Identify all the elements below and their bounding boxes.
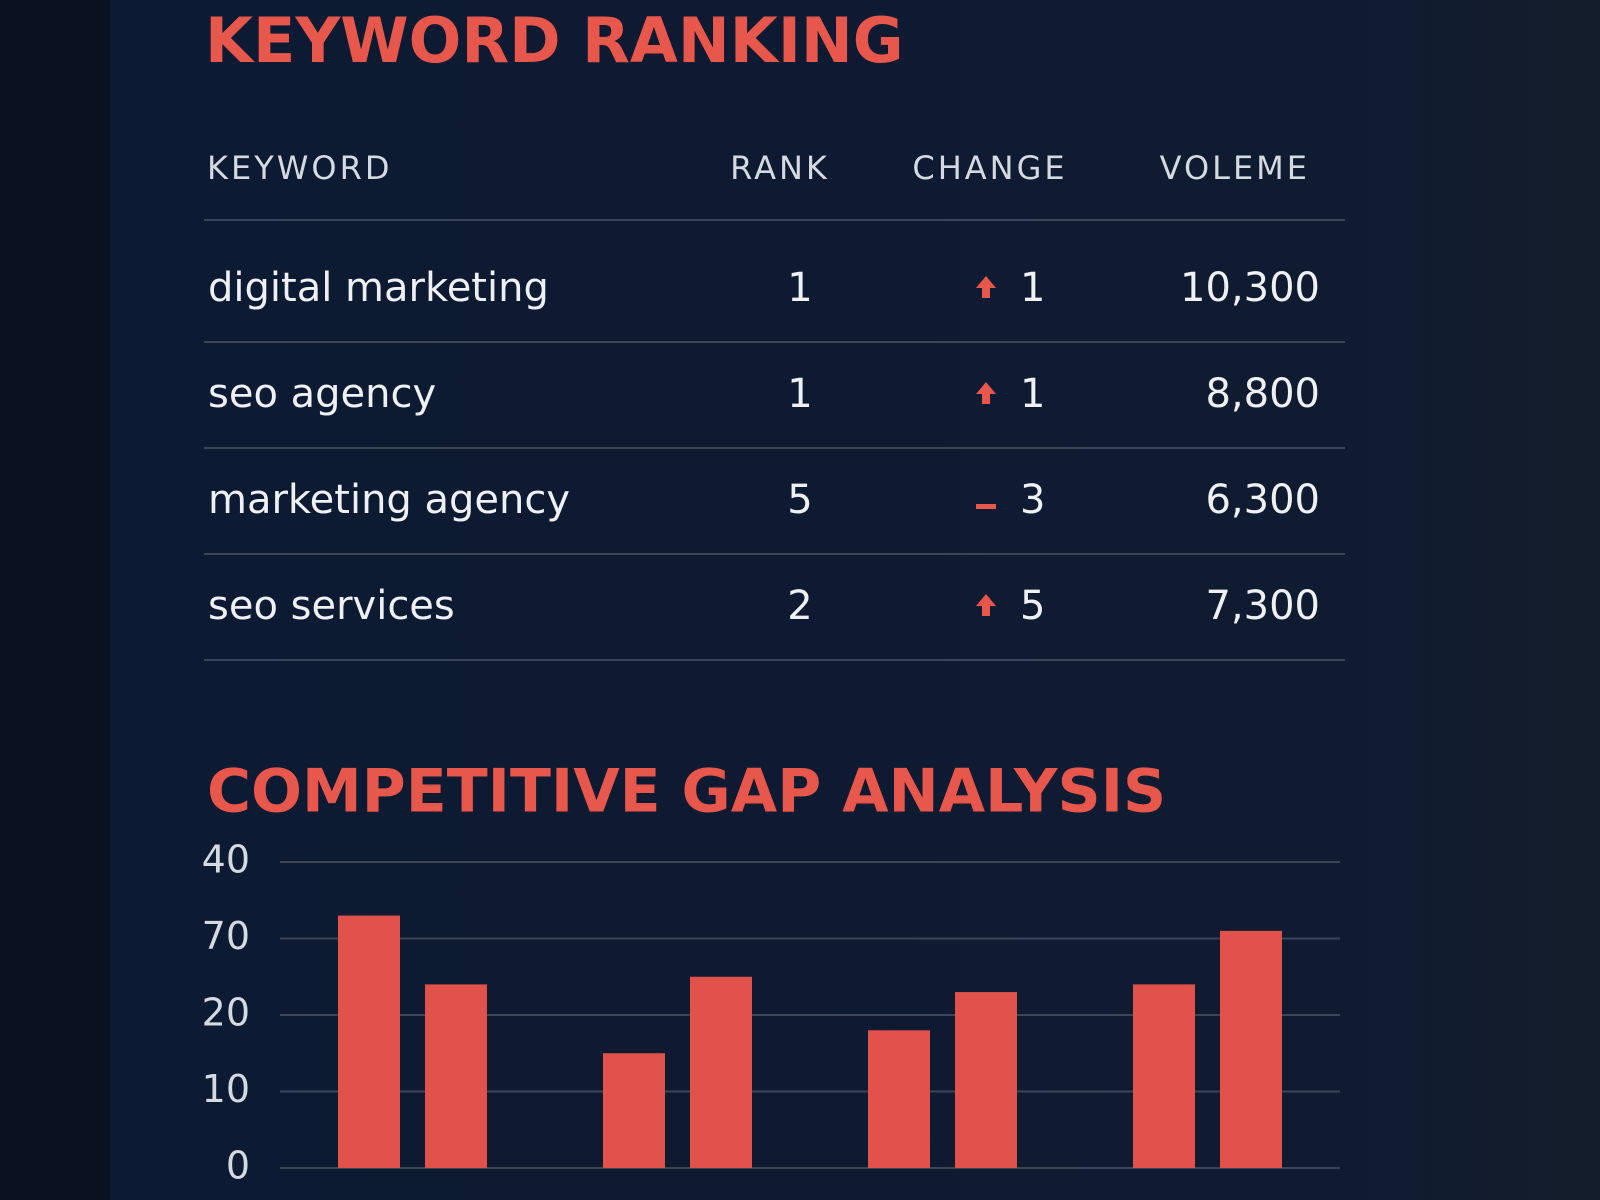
- up-arrow: [976, 382, 996, 404]
- bar: [425, 984, 487, 1168]
- volume: 10,300: [1180, 265, 1320, 311]
- keyword: digital marketing: [208, 265, 549, 311]
- bar: [690, 976, 752, 1168]
- rank: 5: [787, 477, 812, 523]
- rank: 1: [787, 371, 812, 417]
- volume: 6,300: [1205, 477, 1320, 523]
- y-tick-label: 40: [202, 838, 250, 882]
- left-edge: [0, 0, 110, 1200]
- down-arrow: [976, 504, 996, 509]
- y-tick-label: 10: [202, 1067, 250, 1111]
- change: 3: [1020, 477, 1045, 523]
- bar: [1220, 930, 1282, 1168]
- chart-title: COMPETITIVE GAP ANALYSIS: [207, 757, 1166, 827]
- volume: 7,300: [1205, 583, 1320, 629]
- y-tick-label: 0: [226, 1144, 250, 1188]
- bar: [868, 1030, 930, 1168]
- up-arrow: [976, 594, 996, 616]
- column-header: VOLEME: [1160, 149, 1310, 187]
- y-tick-label: 70: [202, 914, 250, 958]
- column-header: KEYWORD: [207, 149, 392, 187]
- bar: [603, 1053, 665, 1168]
- change: 1: [1020, 265, 1045, 311]
- table-title: KEYWORD RANKING: [205, 4, 904, 77]
- keyword: marketing agency: [208, 477, 570, 523]
- up-arrow: [976, 276, 996, 298]
- bar: [338, 915, 400, 1168]
- change: 1: [1020, 371, 1045, 417]
- column-header: CHANGE: [912, 149, 1067, 187]
- volume: 8,800: [1205, 371, 1320, 417]
- bar: [1133, 984, 1195, 1168]
- rank: 1: [787, 265, 812, 311]
- rank: 2: [787, 583, 812, 629]
- bar: [955, 992, 1017, 1168]
- change: 5: [1020, 583, 1045, 629]
- column-header: RANK: [730, 149, 830, 187]
- keyword: seo agency: [208, 371, 436, 417]
- y-tick-label: 20: [202, 991, 250, 1035]
- keyword: seo services: [208, 583, 455, 629]
